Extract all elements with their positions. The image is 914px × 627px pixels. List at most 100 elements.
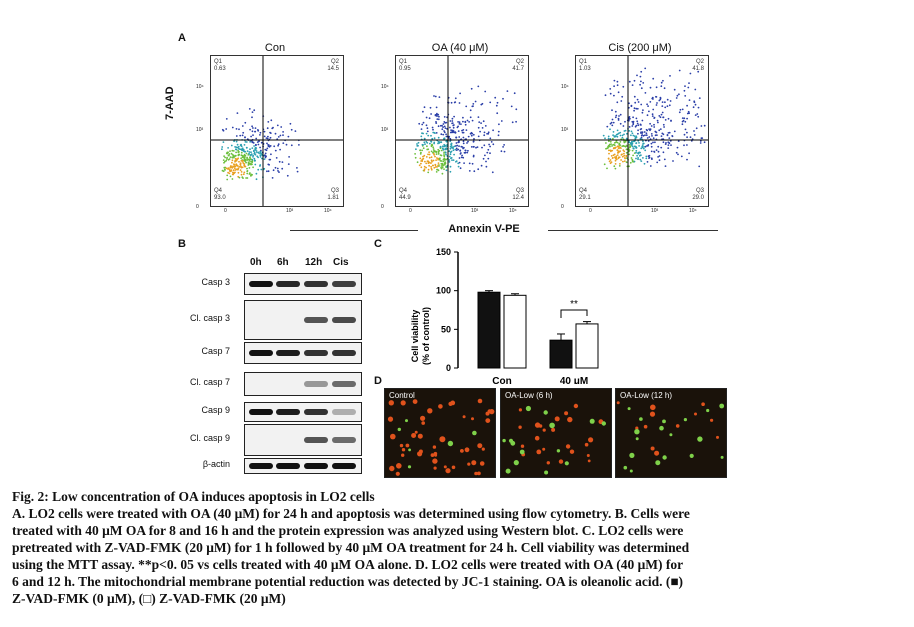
flow-plot-title: OA (40 μM)	[431, 42, 489, 54]
y-tick-label: 10³	[381, 127, 389, 133]
quadrant-id: Q1	[399, 59, 408, 65]
x-category-label: 40 μM	[560, 376, 588, 384]
quadrant-label: Q1 0.95	[399, 59, 421, 73]
blot-band	[249, 463, 273, 469]
quadrant-label: Q1 1.03	[579, 59, 601, 73]
blot-row-label: Casp 7	[201, 346, 230, 356]
y-tick-label: 0	[561, 204, 564, 210]
caption-line-4a: using the MTT assay.	[12, 557, 139, 572]
panel-a-xlabel: Annexin V-PE	[448, 223, 520, 235]
blot-strip	[244, 402, 362, 422]
y-tick-label: 150	[436, 247, 451, 257]
quadrant-id: Q2	[695, 59, 704, 65]
blot-band	[332, 281, 356, 287]
blot-strip	[244, 458, 362, 474]
flow-plot-title: Cis (200 μM)	[608, 42, 672, 54]
blot-row-label: Casp 9	[201, 405, 230, 415]
panel-a-xline-right	[548, 230, 718, 231]
blot-row-label: Cl. casp 3	[189, 313, 230, 323]
y-tick-label: 10⁴	[196, 84, 204, 90]
blot-lane-label: 6h	[277, 257, 289, 268]
quadrant-id: Q1	[214, 59, 223, 65]
blot-band	[249, 281, 273, 287]
chart-ylabel-2: (% of control)	[421, 307, 431, 365]
y-tick-label: 10³	[196, 127, 204, 133]
quadrant-id: Q2	[330, 59, 339, 65]
bar	[575, 323, 599, 369]
quadrant-value: 1.03	[579, 66, 591, 72]
blot-strip	[244, 424, 362, 456]
viability-bar-chart: 0 50 100 150 Con 40 μM ** Cell viability (% of…	[410, 247, 599, 384]
blot-band	[332, 409, 356, 415]
y-tick-label: 0	[196, 204, 199, 210]
panel-a-letter: A	[178, 32, 186, 44]
quadrant-label: Q3 29.0	[682, 188, 704, 202]
quadrant-label: Q3 1.81	[317, 188, 339, 202]
caption-line-1: A. LO2 cells were treated with OA (40 μM…	[12, 506, 690, 521]
caption-title: Fig. 2: Low concentration of OA induces …	[12, 489, 375, 504]
quadrant-value: 0.63	[214, 66, 226, 72]
quadrant-value: 1.81	[327, 195, 339, 201]
caption-line-4b: **p<0. 05 vs cells treated with 40 μM OA…	[138, 557, 684, 572]
bar	[503, 294, 527, 369]
x-tick-label: 10³	[471, 208, 479, 214]
blot-band	[276, 350, 300, 356]
quadrant-label: Q4 29.1	[579, 188, 601, 202]
jc1-image: Control	[384, 388, 496, 478]
blot-strip	[244, 342, 362, 364]
blot-band	[249, 350, 273, 356]
y-tick-label: 10⁴	[381, 84, 389, 90]
quadrant-value: 0.95	[399, 66, 411, 72]
quadrant-label: Q2 14.5	[317, 59, 339, 73]
quadrant-id: Q3	[515, 188, 524, 194]
bar	[549, 339, 573, 369]
blot-band	[304, 350, 328, 356]
flow-plot: Q1 0.63 Q2 14.5 Q4 93.0 Q3 1.81	[210, 55, 344, 207]
x-tick-label: 10³	[651, 208, 659, 214]
quadrant-id: Q2	[515, 59, 524, 65]
y-tick-label: 0	[446, 363, 451, 373]
quadrant-value: 29.0	[692, 195, 704, 201]
blot-lane-label: 12h	[305, 257, 323, 268]
blot-band	[304, 409, 328, 415]
blot-row-label: Cl. casp 7	[189, 377, 230, 387]
flow-plot-title: Con	[264, 42, 286, 54]
blot-band	[332, 437, 356, 443]
quadrant-id: Q3	[695, 188, 704, 194]
quadrant-label: Q1 0.63	[214, 59, 236, 73]
figure-caption: Fig. 2: Low concentration of OA induces …	[12, 488, 904, 607]
quadrant-value: 12.4	[512, 195, 524, 201]
jc1-image: OA-Low (12 h)	[615, 388, 727, 478]
x-tick-label: 10⁴	[324, 208, 332, 214]
blot-band	[249, 409, 273, 415]
jc1-image: OA-Low (6 h)	[500, 388, 612, 478]
flow-plot: Q1 1.03 Q2 41.8 Q4 29.1 Q3 29.0	[575, 55, 709, 207]
blot-strip	[244, 300, 362, 340]
quadrant-id: Q4	[399, 188, 408, 194]
y-tick-label: 50	[441, 324, 451, 334]
blot-band	[276, 409, 300, 415]
quadrant-value: 41.8	[692, 66, 704, 72]
quadrant-value: 93.0	[214, 195, 226, 201]
quadrant-value: 44.9	[399, 195, 411, 201]
panel-a-ylabel: 7-AAD	[164, 86, 176, 120]
jc1-image-label: OA-Low (12 h)	[620, 391, 673, 400]
blot-band	[332, 381, 356, 387]
x-tick-label: 0	[589, 208, 592, 214]
y-tick-label: 10⁴	[561, 84, 569, 90]
quadrant-label: Q3 12.4	[502, 188, 524, 202]
quadrant-id: Q3	[330, 188, 339, 194]
x-tick-label: 0	[409, 208, 412, 214]
panel-d-letter: D	[374, 375, 382, 387]
x-category-label: Con	[492, 376, 511, 384]
blot-band	[332, 350, 356, 356]
caption-line-2: treated with 40 μM OA for 8 and 16 h and…	[12, 523, 684, 538]
y-tick-label: 10³	[561, 127, 569, 133]
blot-band	[304, 281, 328, 287]
blot-row-label: β-actin	[202, 459, 230, 469]
caption-line-5: 6 and 12 h. The mitochondrial membrane p…	[12, 574, 684, 589]
flow-plot: Q1 0.95 Q2 41.7 Q4 44.9 Q3 12.4	[395, 55, 529, 207]
caption-line-3: pretreated with Z-VAD-FMK (20 μM) for 1 …	[12, 540, 690, 555]
blot-strip	[244, 273, 362, 295]
y-tick-label: 100	[436, 286, 451, 296]
